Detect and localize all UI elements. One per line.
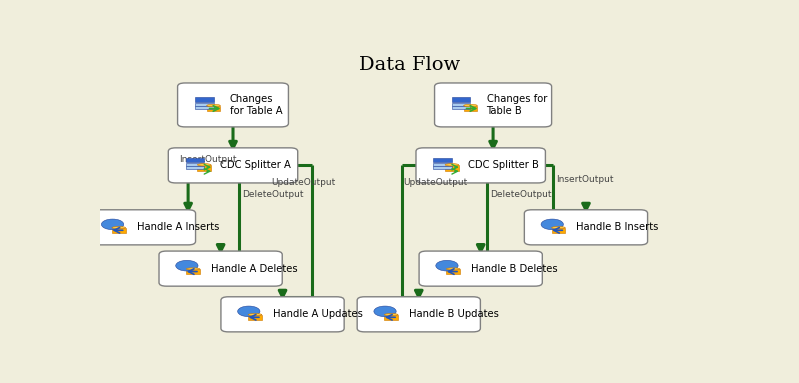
Bar bbox=[452, 103, 471, 106]
Ellipse shape bbox=[186, 268, 200, 270]
Text: Changes for
Table B: Changes for Table B bbox=[487, 94, 547, 116]
Bar bbox=[445, 165, 459, 171]
Text: InsertOutput: InsertOutput bbox=[557, 175, 614, 183]
Circle shape bbox=[435, 260, 458, 271]
Text: Handle A Inserts: Handle A Inserts bbox=[137, 222, 219, 232]
Text: UpdateOutput: UpdateOutput bbox=[403, 178, 468, 187]
Text: Data Flow: Data Flow bbox=[359, 56, 460, 74]
FancyBboxPatch shape bbox=[177, 83, 288, 127]
Ellipse shape bbox=[551, 227, 565, 229]
FancyBboxPatch shape bbox=[419, 251, 543, 286]
Bar bbox=[185, 166, 205, 169]
Ellipse shape bbox=[248, 314, 262, 316]
Ellipse shape bbox=[445, 164, 459, 166]
Bar bbox=[185, 163, 205, 166]
FancyBboxPatch shape bbox=[85, 210, 196, 245]
Text: CDC Splitter A: CDC Splitter A bbox=[221, 160, 291, 170]
Text: Handle B Deletes: Handle B Deletes bbox=[471, 264, 558, 273]
FancyBboxPatch shape bbox=[357, 297, 480, 332]
Bar bbox=[447, 269, 460, 274]
Text: InsertOutput: InsertOutput bbox=[179, 155, 237, 164]
FancyBboxPatch shape bbox=[435, 83, 551, 127]
Text: Handle B Updates: Handle B Updates bbox=[409, 309, 499, 319]
Bar bbox=[207, 106, 221, 111]
Circle shape bbox=[374, 306, 396, 317]
Bar bbox=[112, 228, 125, 233]
FancyBboxPatch shape bbox=[416, 148, 546, 183]
Text: Changes
for Table A: Changes for Table A bbox=[229, 94, 282, 116]
Ellipse shape bbox=[463, 104, 477, 107]
FancyBboxPatch shape bbox=[169, 148, 298, 183]
Bar bbox=[195, 103, 213, 106]
Ellipse shape bbox=[384, 314, 398, 316]
Bar bbox=[433, 163, 452, 166]
Text: DeleteOutput: DeleteOutput bbox=[490, 190, 551, 199]
Bar bbox=[384, 314, 398, 320]
Bar bbox=[197, 165, 211, 171]
Bar bbox=[463, 106, 477, 111]
Bar bbox=[551, 228, 565, 233]
Bar bbox=[433, 158, 452, 162]
Bar bbox=[195, 106, 213, 109]
Ellipse shape bbox=[112, 227, 125, 229]
Text: Handle A Updates: Handle A Updates bbox=[273, 309, 363, 319]
Bar bbox=[433, 166, 452, 169]
Circle shape bbox=[237, 306, 260, 317]
FancyBboxPatch shape bbox=[221, 297, 344, 332]
Bar bbox=[452, 97, 471, 102]
Text: Handle A Deletes: Handle A Deletes bbox=[211, 264, 298, 273]
Ellipse shape bbox=[447, 268, 460, 270]
Bar bbox=[186, 269, 200, 274]
FancyBboxPatch shape bbox=[159, 251, 282, 286]
Ellipse shape bbox=[207, 104, 221, 107]
Bar bbox=[185, 158, 205, 162]
Text: DeleteOutput: DeleteOutput bbox=[242, 190, 304, 199]
Bar bbox=[248, 314, 262, 320]
Circle shape bbox=[176, 260, 198, 271]
Circle shape bbox=[541, 219, 563, 230]
FancyBboxPatch shape bbox=[524, 210, 647, 245]
Ellipse shape bbox=[197, 164, 211, 166]
Text: UpdateOutput: UpdateOutput bbox=[272, 178, 336, 187]
Bar bbox=[195, 97, 213, 102]
Circle shape bbox=[101, 219, 124, 230]
Bar bbox=[452, 106, 471, 109]
Text: CDC Splitter B: CDC Splitter B bbox=[468, 160, 539, 170]
Text: Handle B Inserts: Handle B Inserts bbox=[576, 222, 658, 232]
